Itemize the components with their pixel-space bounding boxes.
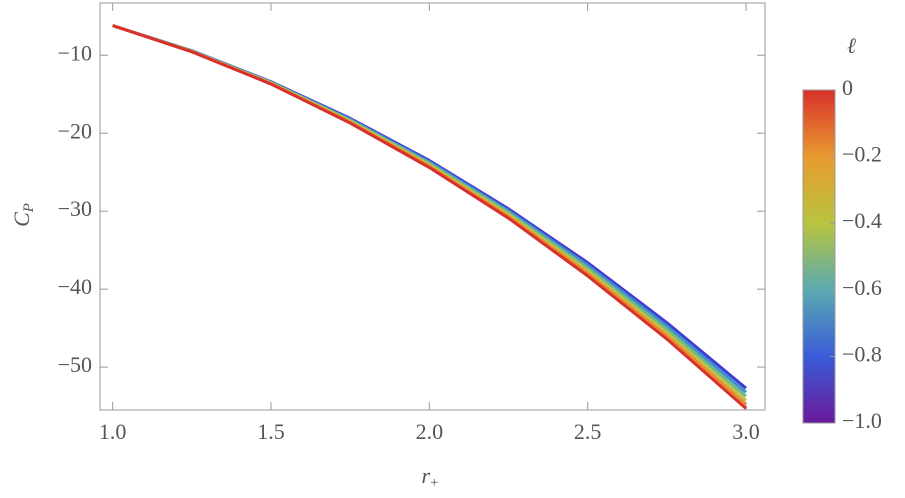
colorbar-tick-label: −0.2 [842,142,882,167]
series-line [112,24,747,402]
x-tick-label: 1.5 [257,419,285,444]
y-tick-label: −20 [58,118,92,143]
colorbar-tick-label: −1.0 [842,408,882,433]
colorbar-tick-label: −0.8 [842,341,882,366]
series-line [112,24,747,410]
colorbar [802,89,836,424]
colorbar-tick-label: 0 [842,75,853,100]
y-label-main: C [9,212,34,227]
x-tick-label: 2.5 [574,419,602,444]
x-label-main: r [421,463,430,488]
y-axis-label: CP [9,203,37,227]
colorbar-title: ℓ [847,33,856,58]
x-axis-label: r+ [421,463,438,491]
y-tick-label: −30 [58,196,92,221]
y-tick-label: −50 [58,352,92,377]
x-tick-label: 3.0 [732,419,760,444]
series-line [112,24,747,394]
x-tick-label: 1.0 [99,419,127,444]
y-label-sub: P [21,203,37,213]
y-tick-label: −40 [58,274,92,299]
colorbar-tick-label: −0.6 [842,275,882,300]
x-label-sub: + [430,475,438,491]
x-tick-label: 2.0 [416,419,444,444]
series-line [112,24,747,390]
y-tick-label: −10 [58,40,92,65]
plot-frame [99,2,766,411]
series-line [112,24,747,398]
series-line [112,24,747,406]
colorbar-tick-label: −0.4 [842,208,882,233]
